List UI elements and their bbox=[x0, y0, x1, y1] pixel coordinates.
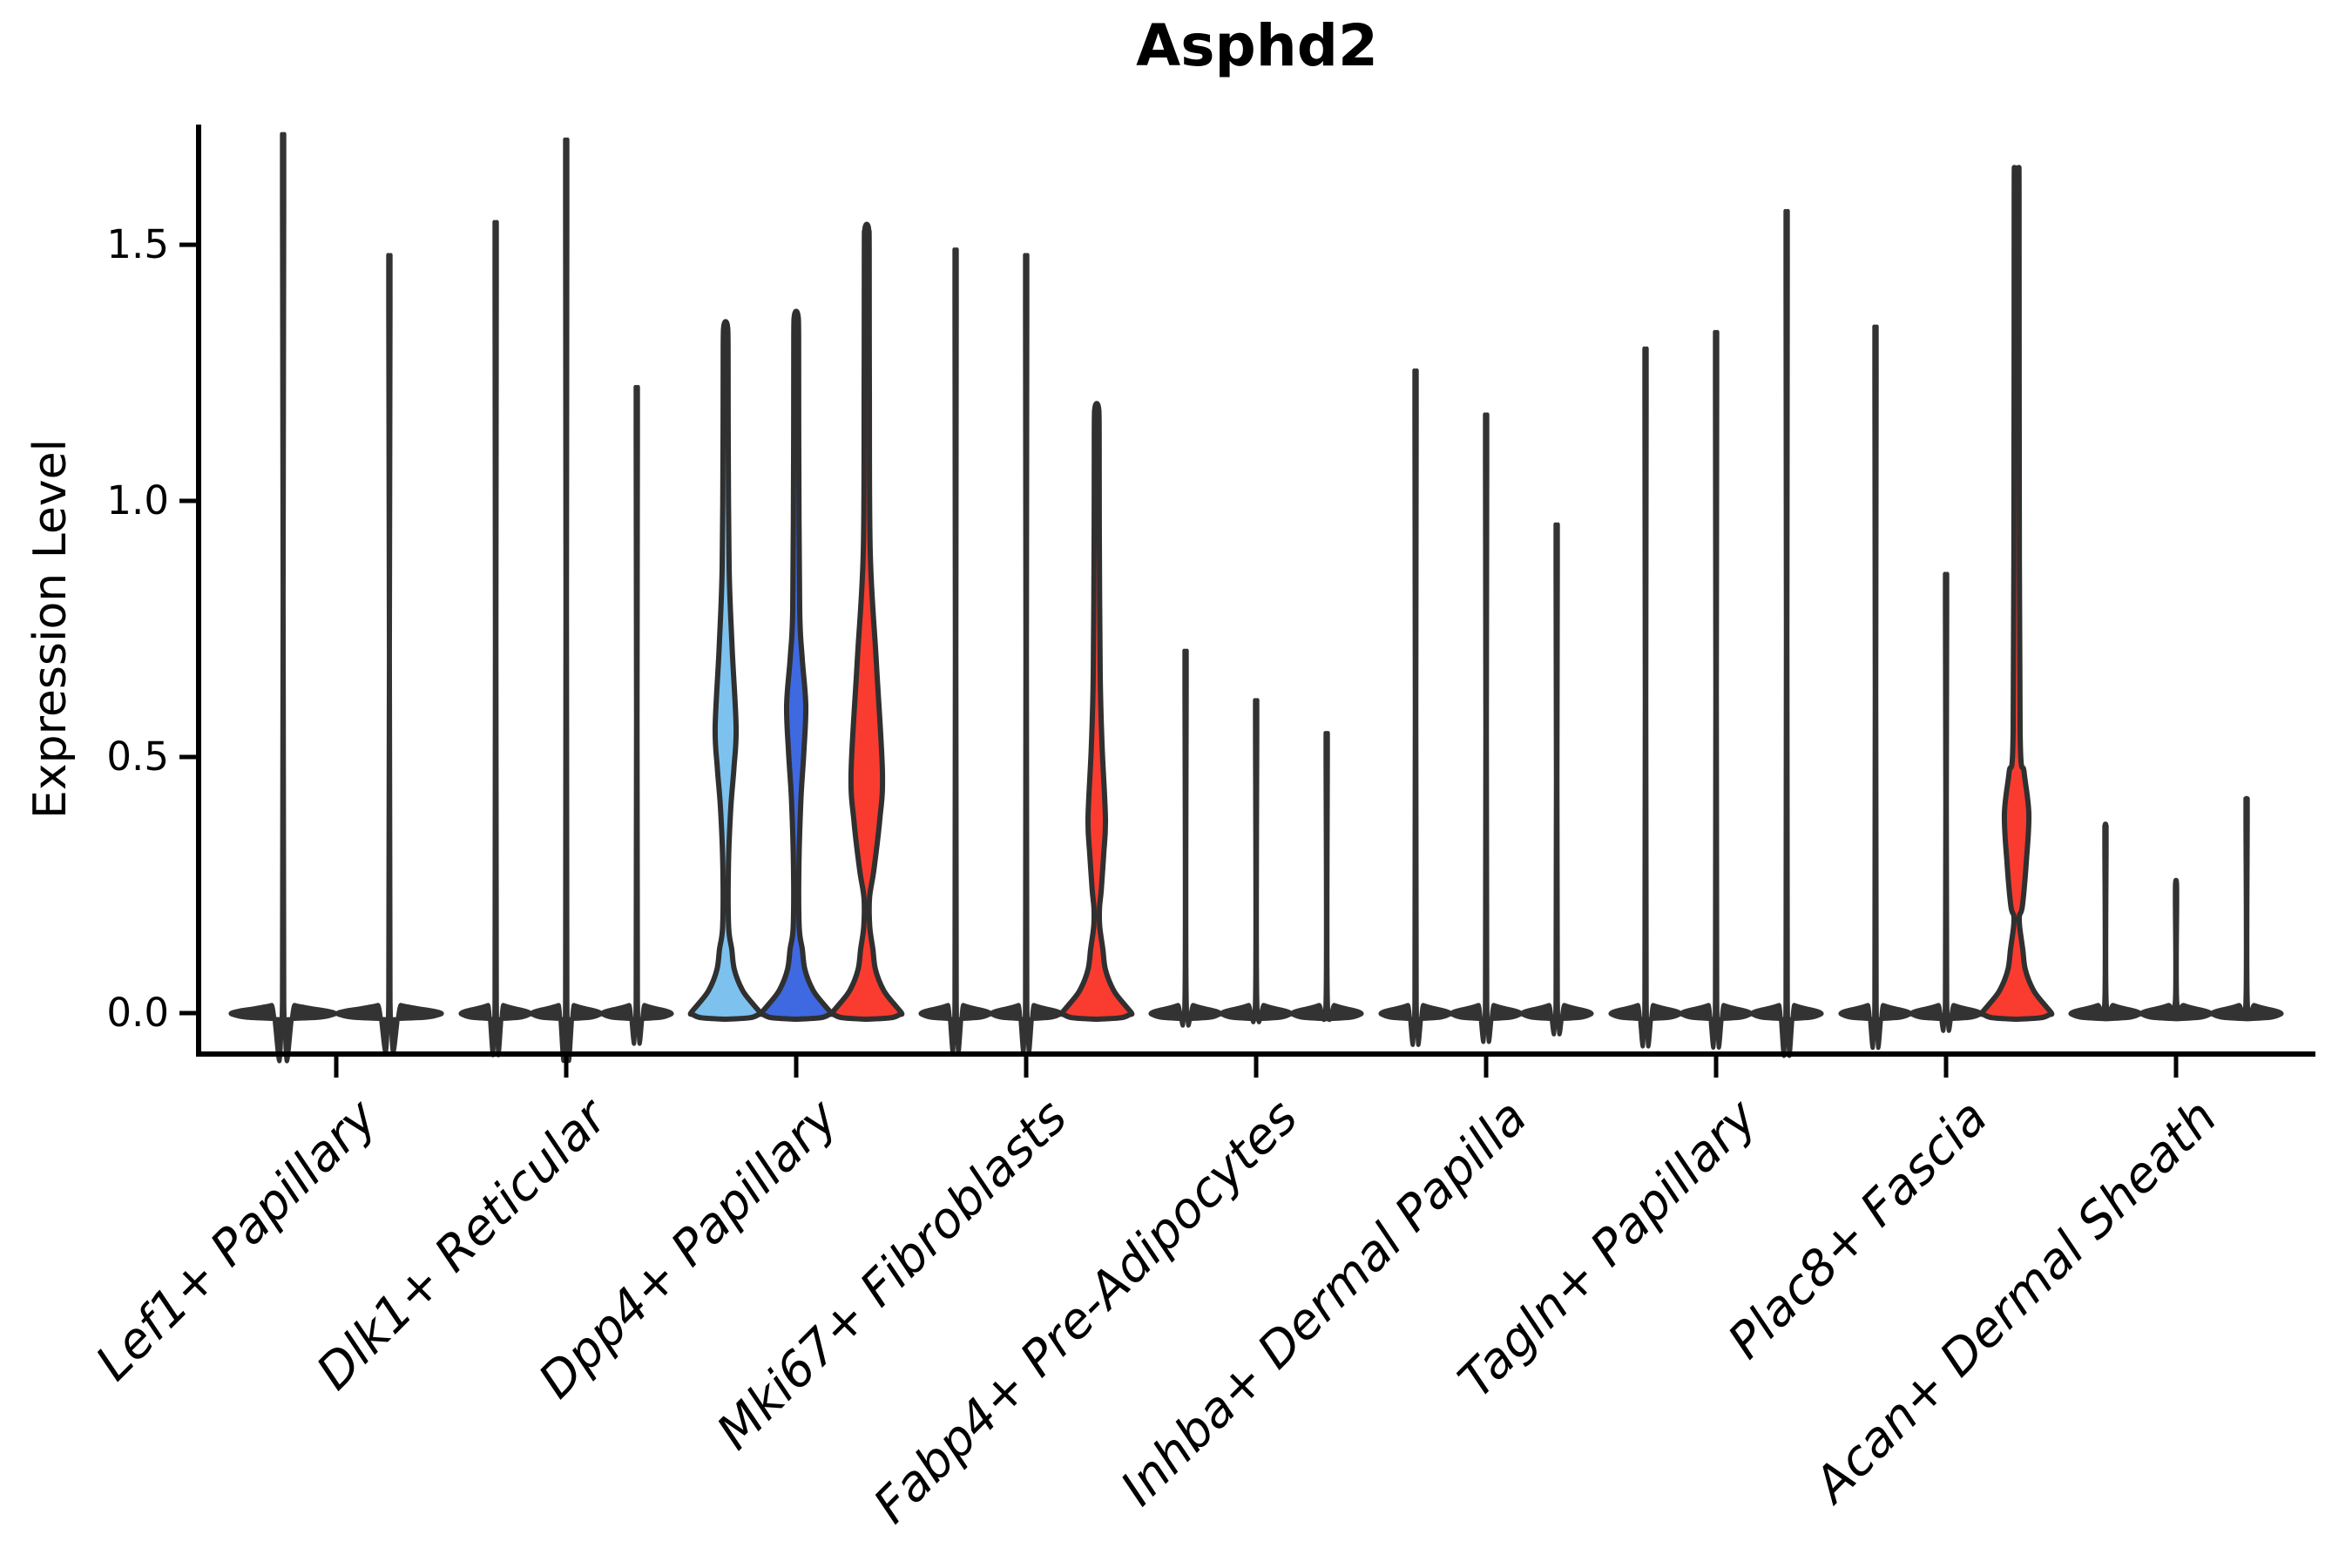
violin-6-0-spike bbox=[1608, 346, 1683, 1049]
violin-2-2-red bbox=[828, 221, 905, 1023]
violin-6-1-spike bbox=[1679, 329, 1754, 1050]
y-tick-label: 1.5 bbox=[106, 221, 169, 267]
y-tick-label: 0.5 bbox=[106, 733, 169, 780]
violin-0-0-spike bbox=[228, 132, 338, 1064]
violin-5-0-spike bbox=[1378, 368, 1453, 1047]
violin-2-0-light_blue bbox=[687, 319, 764, 1023]
violin-3-2-red bbox=[1058, 401, 1135, 1023]
violin-4-2-spike bbox=[1289, 731, 1364, 1022]
violin-0-1-spike bbox=[335, 253, 444, 1056]
violin-7-0-spike bbox=[1838, 324, 1913, 1051]
violin-8-0-spike bbox=[2068, 821, 2143, 1022]
violin-1-2-spike bbox=[599, 385, 674, 1046]
violin-8-1-spike bbox=[2139, 877, 2213, 1022]
violin-3-0-spike bbox=[918, 247, 993, 1056]
violin-5-1-spike bbox=[1449, 412, 1524, 1044]
violin-4-0-spike bbox=[1148, 648, 1223, 1028]
violin-7-1-spike bbox=[1909, 571, 1984, 1033]
violin-8-2-spike bbox=[2209, 795, 2284, 1022]
violin-1-1-spike bbox=[529, 138, 604, 1064]
violin-3-1-spike bbox=[989, 253, 1064, 1056]
y-tick-label: 0.0 bbox=[106, 990, 169, 1036]
violin-4-1-spike bbox=[1219, 698, 1294, 1024]
violin-1-0-spike bbox=[458, 220, 533, 1058]
chart-title: Asphd2 bbox=[1136, 12, 1378, 79]
y-tick-label: 1.0 bbox=[106, 477, 169, 524]
violin-7-2-red bbox=[1978, 165, 2055, 1023]
violin-6-2-spike bbox=[1749, 208, 1824, 1058]
violin-2-1-dark_blue bbox=[758, 308, 835, 1023]
violin-5-2-spike bbox=[1519, 522, 1594, 1037]
